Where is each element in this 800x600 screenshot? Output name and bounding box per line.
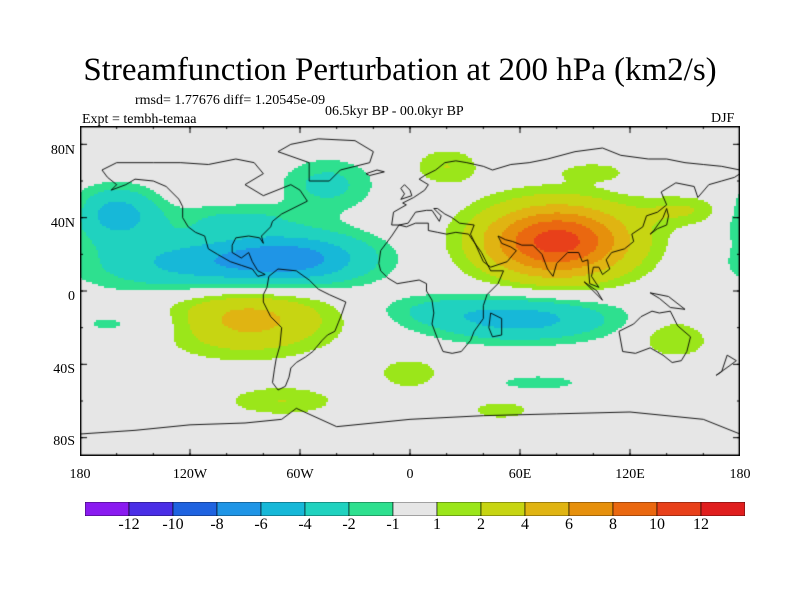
streamfunction-map — [80, 126, 740, 456]
colorbar-swatch — [480, 502, 526, 516]
colorbar-label: -10 — [162, 516, 184, 533]
colorbar-label: 6 — [565, 516, 573, 533]
colorbar-label: -2 — [342, 516, 356, 533]
colorbar-swatch — [348, 502, 394, 516]
colorbar-label: 8 — [609, 516, 617, 533]
colorbar-swatch — [260, 502, 306, 516]
colorbar-label: 10 — [649, 516, 665, 533]
colorbar-swatch — [128, 502, 174, 516]
colorbar-swatch — [216, 502, 262, 516]
colorbar-swatch — [392, 502, 438, 516]
lat-tick-40s: 40S — [53, 362, 75, 377]
colorbar-swatch — [656, 502, 702, 516]
colorbar-label: 1 — [433, 516, 441, 533]
lon-tick-60e: 60E — [508, 467, 532, 482]
lat-tick-40n: 40N — [50, 216, 75, 231]
colorbar-label: -8 — [210, 516, 224, 533]
lat-tick-equator: 0 — [68, 289, 75, 304]
season-label: DJF — [711, 111, 735, 126]
colorbar-label: -6 — [254, 516, 268, 533]
lon-tick-0: 0 — [406, 467, 414, 482]
period-label: 06.5kyr BP - 00.0kyr BP — [325, 104, 464, 119]
experiment-label: Expt = tembh-temaa — [82, 112, 197, 127]
stats-label: rmsd= 1.77676 diff= 1.20545e-09 — [135, 93, 326, 108]
colorbar-swatch — [700, 502, 745, 516]
lon-tick-180w: 180 — [69, 467, 91, 482]
colorbar-swatch — [612, 502, 658, 516]
colorbar-label: 2 — [477, 516, 485, 533]
colorbar-swatch — [85, 502, 130, 516]
colorbar-swatch — [304, 502, 350, 516]
colorbar-swatch — [436, 502, 482, 516]
colorbar-label: -1 — [386, 516, 400, 533]
colorbar-swatch — [172, 502, 218, 516]
lon-tick-120w: 120W — [172, 467, 208, 482]
colorbar — [85, 502, 745, 516]
lat-tick-80s: 80S — [53, 434, 75, 449]
colorbar-swatch — [568, 502, 614, 516]
lon-tick-120e: 120E — [615, 467, 645, 482]
colorbar-swatch — [524, 502, 570, 516]
lat-tick-80n: 80N — [50, 143, 75, 158]
chart-title: Streamfunction Perturbation at 200 hPa (… — [83, 52, 717, 88]
lon-tick-60w: 60W — [286, 467, 314, 482]
colorbar-label: -12 — [118, 516, 140, 533]
colorbar-label: -4 — [298, 516, 312, 533]
colorbar-label: 12 — [693, 516, 709, 533]
lon-tick-180e: 180 — [729, 467, 751, 482]
colorbar-label: 4 — [521, 516, 529, 533]
